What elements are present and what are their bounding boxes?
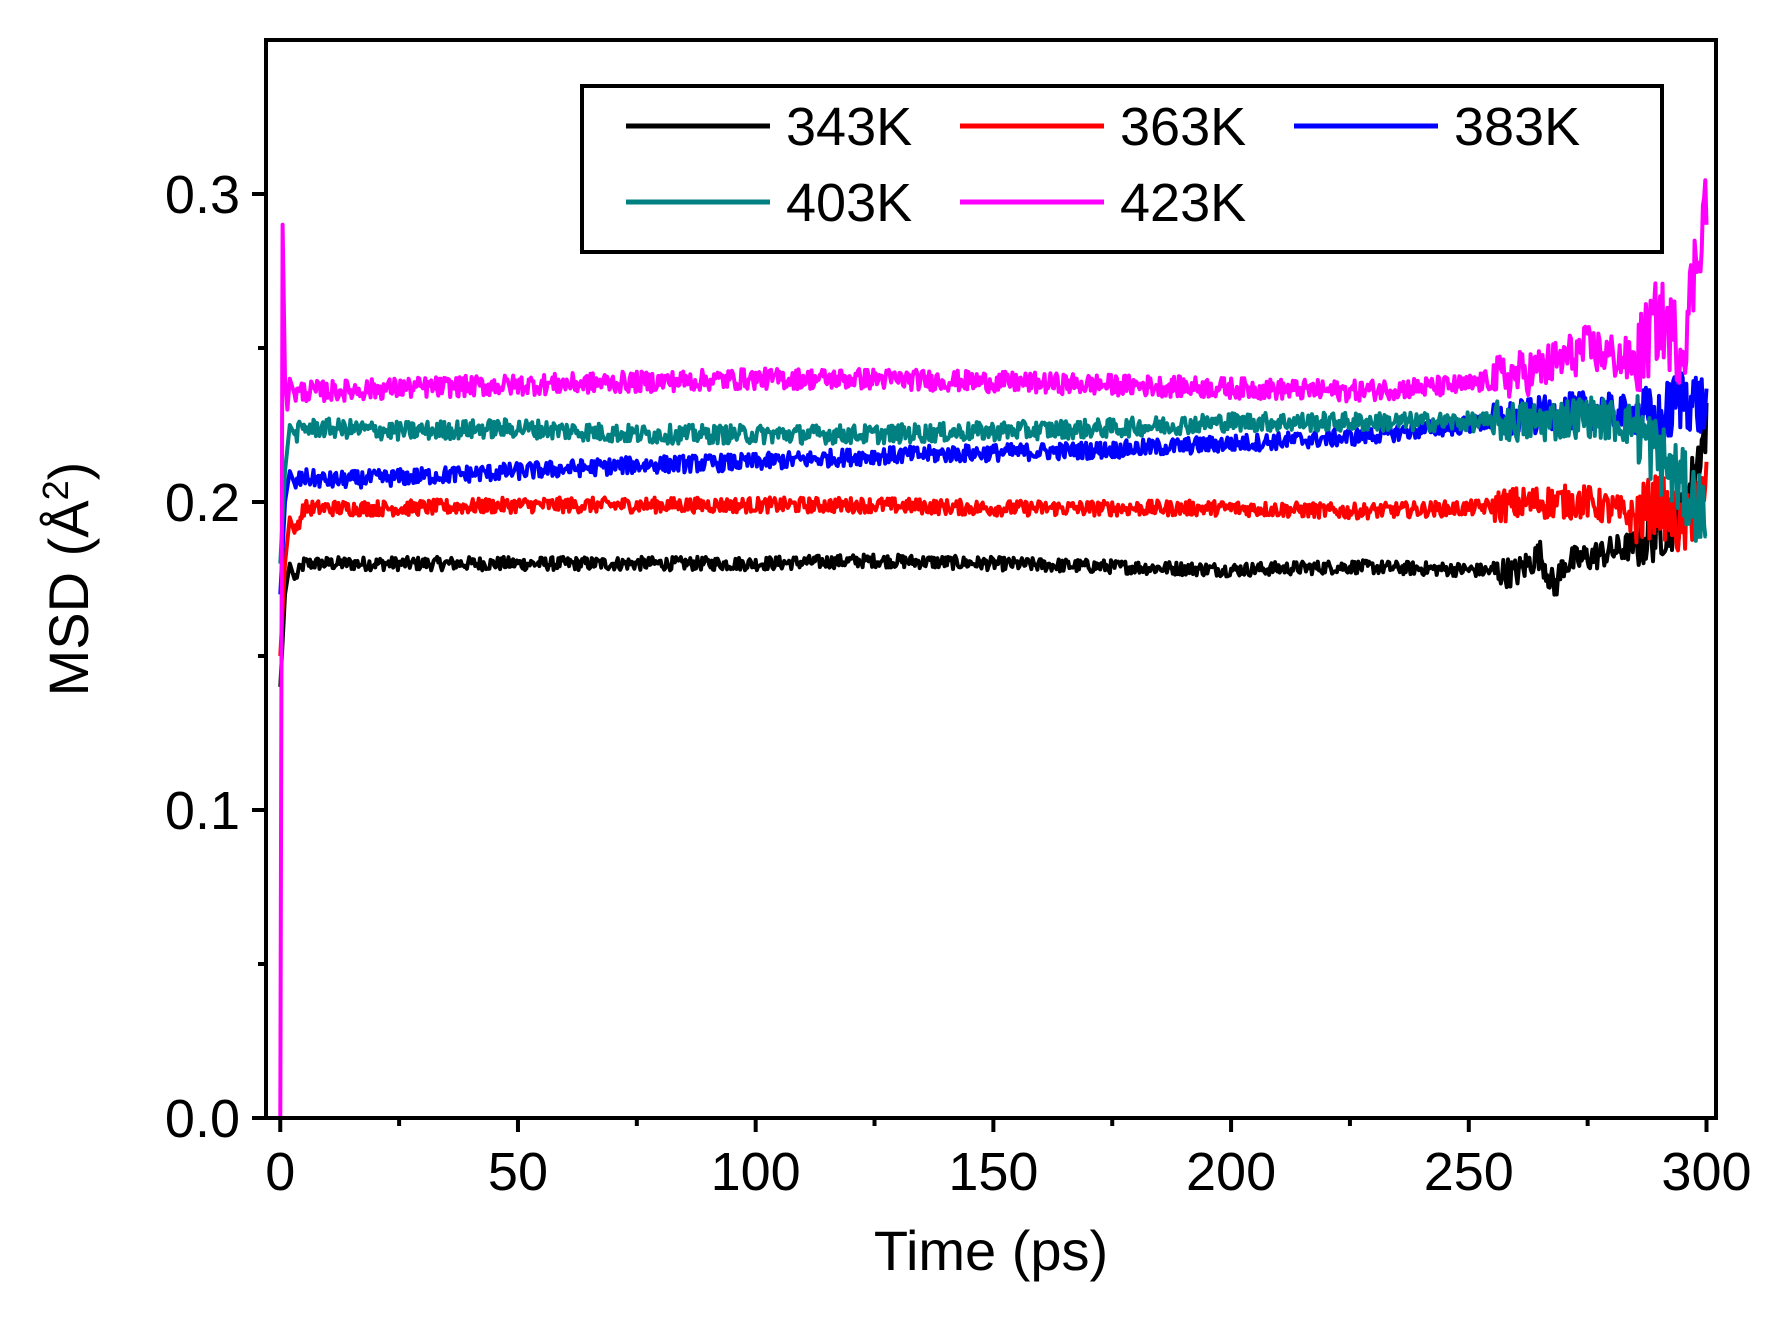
legend-label: 383K [1454,97,1580,157]
y-axis: 0.0 0.1 0.2 0.3 [165,165,266,1149]
y-axis-title: MSD (Å2) [35,462,101,697]
y-tick-label: 0.0 [165,1089,240,1149]
x-tick-label: 250 [1424,1142,1514,1202]
x-tick-label: 300 [1661,1142,1751,1202]
series-layer [278,178,1709,1119]
x-tick-label: 50 [488,1142,548,1202]
legend-box [580,84,1664,254]
legend-item-343k: 343K [626,97,912,157]
x-tick-label: 150 [948,1142,1038,1202]
x-axis: 0 50 100 150 200 250 300 [265,1118,1752,1202]
x-axis-title: Time (ps) [874,1219,1108,1282]
y-axis-title-prefix: MSD ( [37,537,100,696]
legend: 343K 363K 383K 403K 423K [580,84,1664,254]
series-line-383k [278,370,1709,595]
y-tick-label: 0.2 [165,473,240,533]
y-axis-title-superscript: 2 [35,480,76,500]
y-axis-title-suffix: ) [37,462,100,481]
legend-label: 363K [1120,97,1246,157]
y-tick-label: 0.1 [165,781,240,841]
legend-item-423k: 423K [960,173,1246,233]
legend-label: 343K [786,97,912,157]
series-line-343k [278,402,1709,687]
x-tick-label: 200 [1186,1142,1276,1202]
legend-item-403k: 403K [626,173,912,233]
y-tick-label: 0.3 [165,165,240,225]
x-tick-label: 100 [711,1142,801,1202]
legend-label: 403K [786,173,912,233]
series-line-423k [278,178,1709,1119]
plot-frame [264,38,1718,1120]
y-axis-title-symbol: Å [37,500,100,538]
legend-item-363k: 363K [960,97,1246,157]
legend-label: 423K [1120,173,1246,233]
legend-item-383k: 383K [1294,97,1580,157]
series-line-363k [278,461,1709,657]
series-line-403k [278,394,1708,564]
x-tick-label: 0 [265,1142,295,1202]
